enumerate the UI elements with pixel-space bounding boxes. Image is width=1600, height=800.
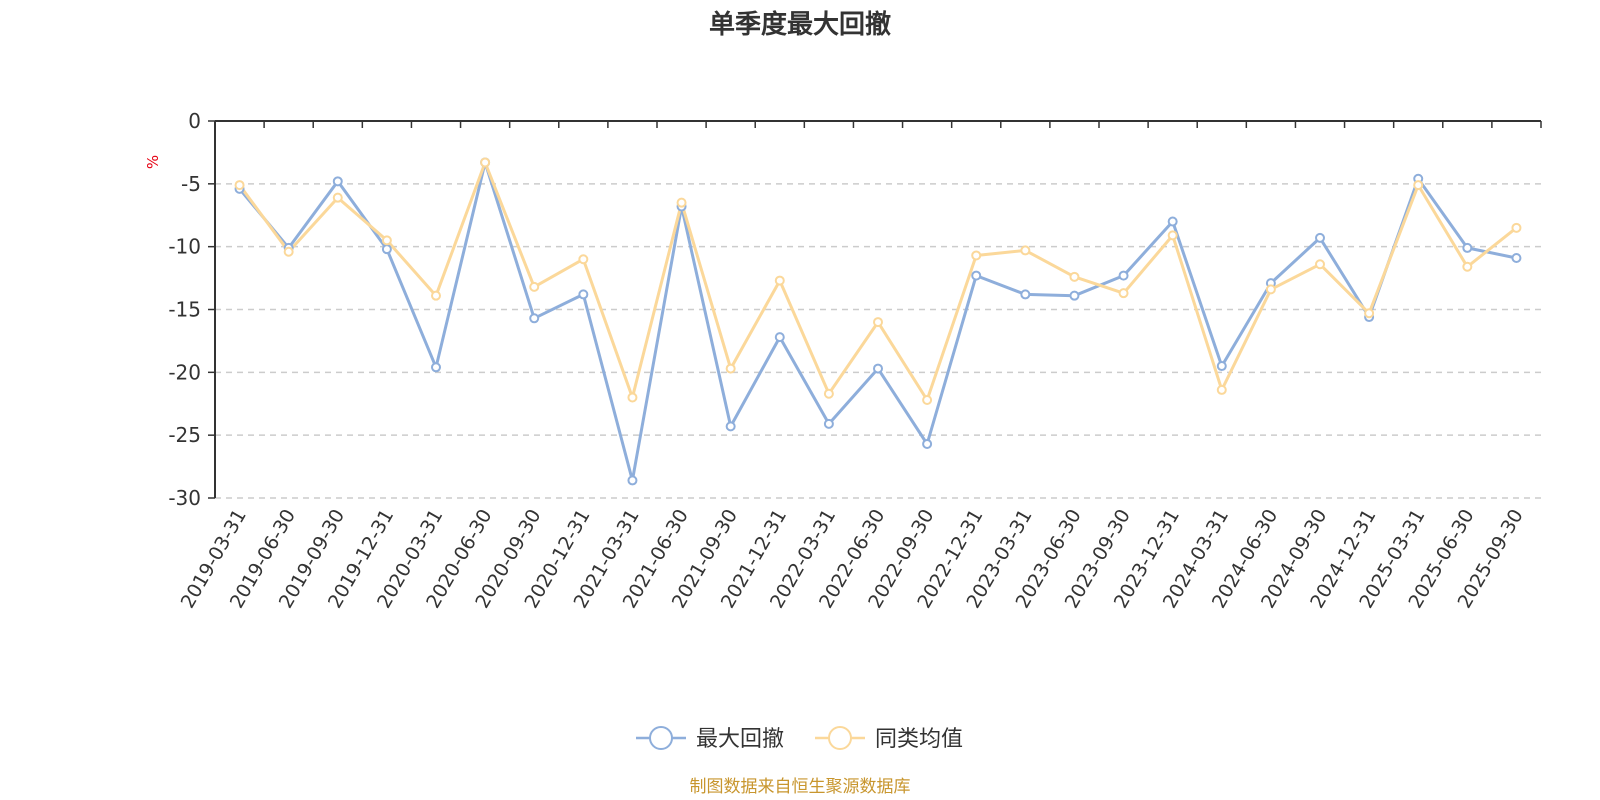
data-point — [381, 244, 392, 255]
legend-label: 同类均值 — [875, 727, 963, 752]
legend-marker — [828, 726, 852, 750]
data-point — [1118, 288, 1129, 299]
data-point — [1216, 361, 1227, 372]
data-point — [431, 362, 441, 373]
data-point — [774, 275, 785, 286]
data-point — [725, 421, 736, 432]
data-point — [971, 250, 982, 261]
data-point — [529, 281, 540, 292]
data-point — [922, 438, 933, 449]
data-point — [823, 418, 834, 429]
grid-lines — [215, 183, 1541, 499]
data-source-note: 制图数据来自恒生聚源数据库 — [690, 777, 911, 797]
data-point — [1511, 252, 1522, 263]
data-point — [1315, 232, 1325, 243]
data-point — [1118, 270, 1129, 281]
data-point — [1167, 216, 1178, 227]
y-axis-unit: % — [144, 155, 162, 169]
data-point — [1511, 222, 1522, 233]
legend-marker — [649, 726, 673, 750]
data-point — [823, 388, 834, 399]
data-point — [1069, 271, 1080, 282]
y-tick-label: -25 — [168, 423, 201, 447]
data-point — [480, 157, 491, 168]
data-point — [283, 246, 294, 257]
x-axis-ticks: 2019-03-312019-06-302019-09-302019-12-31… — [177, 121, 1542, 612]
legend-label: 最大回撤 — [696, 727, 784, 752]
data-point — [922, 394, 933, 405]
data-point — [1020, 245, 1031, 256]
data-point — [1167, 230, 1178, 241]
data-point — [1265, 284, 1276, 295]
data-point — [1364, 308, 1375, 319]
data-point — [873, 363, 883, 374]
data-point — [529, 313, 540, 324]
data-point — [774, 332, 785, 343]
data-point — [332, 176, 343, 187]
series-layer — [234, 157, 1522, 486]
data-point — [381, 235, 392, 246]
y-tick-label: -30 — [168, 486, 201, 510]
data-point — [725, 363, 736, 374]
data-point — [431, 290, 441, 301]
data-point — [234, 180, 245, 191]
y-tick-label: -20 — [168, 360, 201, 384]
data-point — [578, 254, 589, 265]
y-tick-label: -15 — [168, 298, 201, 322]
data-point — [332, 192, 343, 203]
data-point — [1315, 259, 1325, 270]
y-tick-label: -5 — [181, 172, 201, 196]
data-point — [627, 475, 638, 486]
chart-title: 单季度最大回撤 — [709, 9, 891, 40]
data-point — [1020, 289, 1031, 300]
y-tick-label: 0 — [188, 109, 201, 133]
data-point — [1462, 261, 1473, 272]
y-tick-label: -10 — [168, 235, 201, 259]
data-point — [1413, 180, 1424, 191]
data-point — [971, 270, 982, 281]
data-point — [578, 289, 589, 300]
y-axis-ticks: 0 -5 -10 -15 -20 -25 -30 — [168, 109, 215, 510]
legend: 最大回撤 同类均值 — [636, 726, 963, 752]
data-point — [1216, 384, 1227, 395]
data-point — [1462, 242, 1473, 253]
data-point — [1069, 290, 1080, 301]
data-point — [627, 392, 638, 403]
data-point — [873, 317, 883, 328]
data-point — [676, 197, 687, 208]
